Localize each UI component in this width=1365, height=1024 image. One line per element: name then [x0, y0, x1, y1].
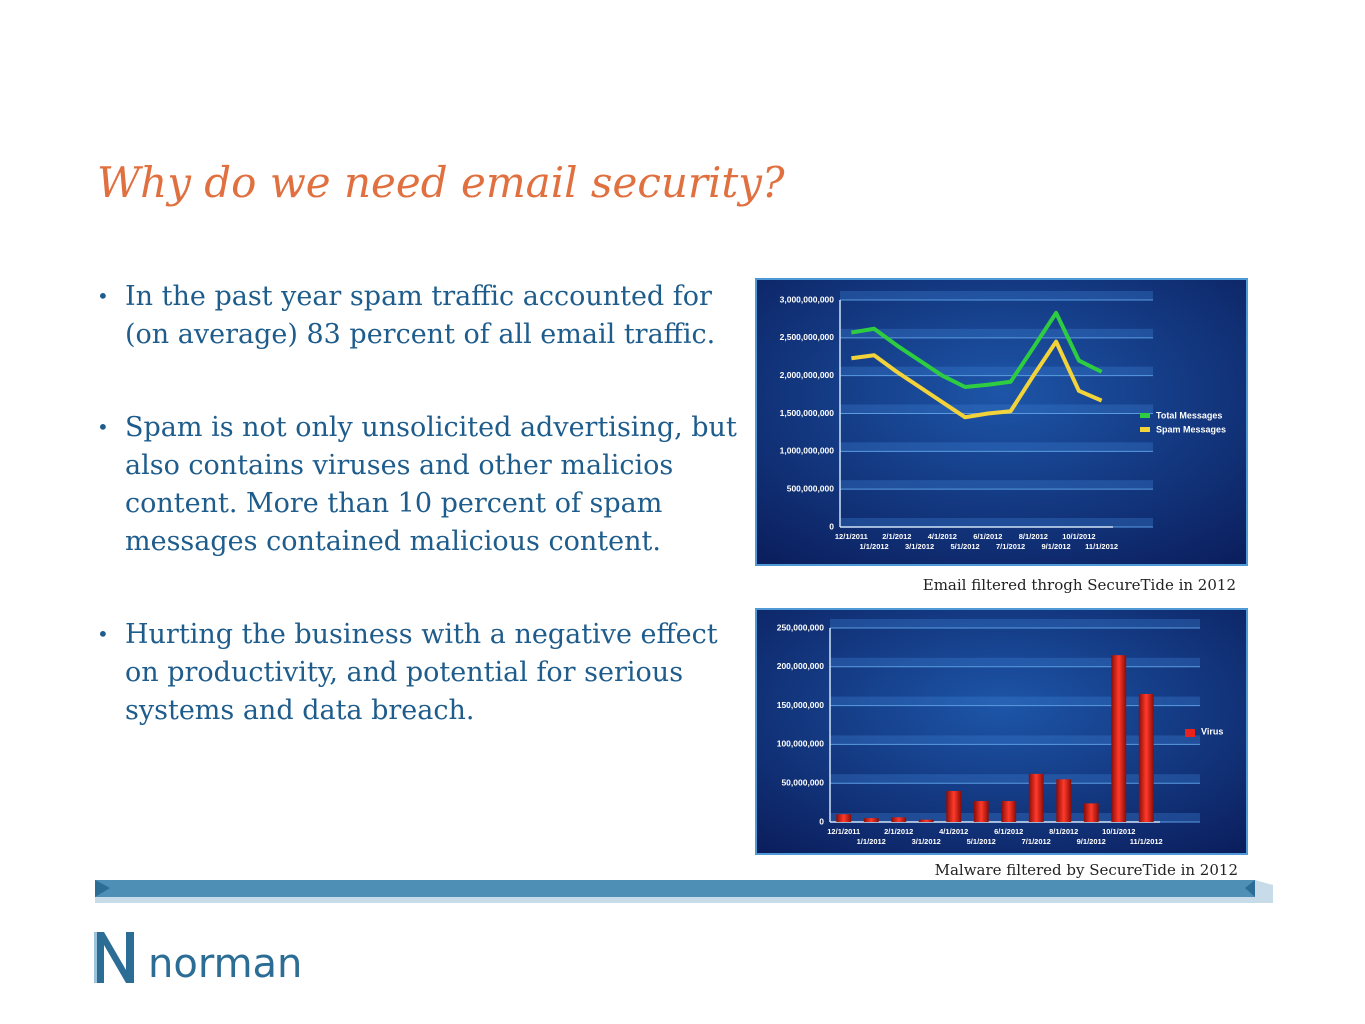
- caption: Malware filtered by SecureTide in 2012: [934, 861, 1238, 879]
- legend-swatch: [1140, 427, 1150, 432]
- grid-band: [840, 518, 1153, 527]
- chart-background: [755, 278, 1248, 566]
- x-tick-label: 12/1/2011: [827, 827, 860, 836]
- footer-bar: [95, 880, 1273, 903]
- grid-band: [840, 291, 1153, 300]
- y-tick-label: 2,000,000,000: [780, 370, 835, 380]
- bar: [1111, 655, 1127, 822]
- x-tick-label: 6/1/2012: [994, 827, 1023, 836]
- bullet: Hurting the business with a negative eff…: [97, 615, 737, 730]
- caption: Email filtered throgh SecureTide in 2012: [922, 576, 1236, 594]
- x-tick-label: 1/1/2012: [857, 837, 886, 846]
- x-tick-label: 2/1/2012: [882, 532, 911, 541]
- grid-band: [840, 404, 1153, 414]
- grid-band: [830, 735, 1200, 745]
- x-tick-label: 11/1/2012: [1130, 837, 1163, 846]
- y-tick-label: 50,000,000: [781, 777, 824, 787]
- y-tick-label: 1,500,000,000: [780, 408, 835, 418]
- y-tick-label: 0: [819, 816, 824, 826]
- data-line: [851, 310, 1103, 390]
- x-tick-label: 7/1/2012: [996, 542, 1025, 551]
- x-tick-label: 8/1/2012: [1019, 532, 1048, 541]
- bar-chart: 0 50,000,000 100,000,000 150,000,000 200,000…: [755, 608, 1248, 855]
- legend-swatch: [1185, 729, 1195, 737]
- x-tick-label: 6/1/2012: [973, 532, 1002, 541]
- x-tick-label: 9/1/2012: [1077, 837, 1106, 846]
- legend-swatch: [1140, 413, 1150, 418]
- bar: [918, 819, 934, 822]
- bullet: In the past year spam traffic accounted …: [97, 277, 737, 354]
- y-tick-label: 1,000,000,000: [780, 446, 835, 456]
- bar: [973, 801, 989, 822]
- y-tick-label: 200,000,000: [777, 661, 825, 671]
- legend-label: Virus: [1201, 726, 1223, 736]
- bar: [891, 817, 907, 822]
- x-tick-label: 3/1/2012: [912, 837, 941, 846]
- x-tick-label: 2/1/2012: [884, 827, 913, 836]
- x-tick-label: 4/1/2012: [928, 532, 957, 541]
- bullet-list: In the past year spam traffic accounted …: [97, 277, 737, 785]
- line-chart: 0 500,000,000 1,000,000,000 1,500,000,000 2,…: [755, 278, 1248, 566]
- y-tick-label: 250,000,000: [777, 622, 825, 632]
- grid-band: [830, 657, 1200, 667]
- x-tick-label: 8/1/2012: [1049, 827, 1078, 836]
- data-line: [851, 339, 1103, 420]
- y-tick-label: 500,000,000: [787, 483, 835, 493]
- bar: [1056, 779, 1072, 822]
- bar: [1001, 801, 1017, 822]
- slide-title: Why do we need email security?: [97, 158, 785, 207]
- x-tick-label: 9/1/2012: [1042, 542, 1071, 551]
- logo-text: norman: [148, 941, 302, 987]
- bar: [946, 790, 962, 822]
- grid-band: [830, 619, 1200, 628]
- x-tick-label: 7/1/2012: [1022, 837, 1051, 846]
- y-tick-label: 150,000,000: [777, 700, 825, 710]
- grid-band: [830, 774, 1200, 784]
- x-tick-label: 4/1/2012: [939, 827, 968, 836]
- x-tick-label: 1/1/2012: [860, 542, 889, 551]
- bullet: Spam is not only unsolicited advertising…: [97, 408, 737, 561]
- x-tick-label: 5/1/2012: [951, 542, 980, 551]
- x-tick-label: 3/1/2012: [905, 542, 934, 551]
- bar: [1083, 803, 1099, 822]
- bar: [863, 818, 879, 822]
- legend-label: Total Messages: [1156, 410, 1222, 420]
- logo: norman: [94, 932, 302, 987]
- grid-band: [830, 696, 1200, 706]
- x-tick-label: 10/1/2012: [1062, 532, 1095, 541]
- x-tick-label: 5/1/2012: [967, 837, 996, 846]
- y-tick-label: 2,500,000,000: [780, 332, 835, 342]
- grid-band: [840, 328, 1153, 338]
- y-tick-label: 3,000,000,000: [780, 294, 835, 304]
- grid-band: [840, 366, 1153, 376]
- grid-band: [840, 480, 1153, 490]
- grid-band: [840, 442, 1153, 452]
- y-tick-label: 100,000,000: [777, 739, 825, 749]
- bar: [836, 814, 852, 822]
- bar: [1138, 693, 1154, 822]
- x-tick-label: 11/1/2012: [1085, 542, 1118, 551]
- y-tick-label: 0: [829, 521, 834, 531]
- x-tick-label: 10/1/2012: [1102, 827, 1135, 836]
- x-tick-label: 12/1/2011: [835, 532, 868, 541]
- legend-label: Spam Messages: [1156, 424, 1226, 434]
- bar: [1028, 773, 1044, 822]
